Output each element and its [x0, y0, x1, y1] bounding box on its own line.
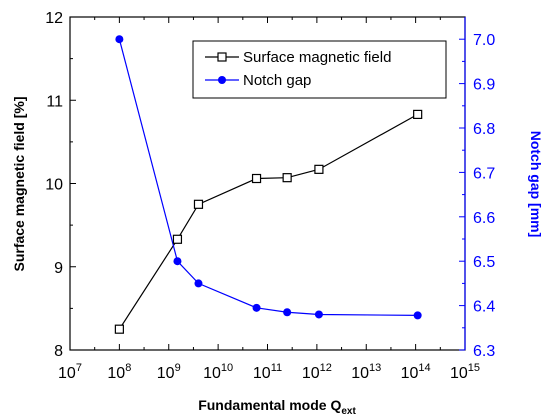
x-tick-base: 10	[157, 365, 175, 382]
notch-gap-point	[252, 303, 261, 312]
y-right-tick-labels: 6.3 6.4 6.5 6.6 6.7 6.8 6.9 7.0	[473, 32, 495, 360]
legend-box	[192, 40, 447, 99]
x-tick-label: 1013	[351, 362, 381, 382]
x-tick-base: 10	[58, 365, 76, 382]
y-left-tick-label: 12	[45, 10, 63, 27]
y-left-tick-label: 8	[54, 343, 63, 360]
notch-gap-point	[194, 279, 203, 288]
x-axis-title: Fundamental mode Qext	[198, 397, 356, 417]
y-left-tick-label: 10	[45, 177, 63, 194]
notch-gap-point	[413, 311, 422, 320]
y-axis-left-title: Surface magnetic field [%]	[11, 96, 27, 271]
y-right-tick-label: 6.6	[473, 210, 495, 227]
surface-field-point	[114, 324, 124, 334]
legend-marker-notch	[218, 76, 226, 84]
y-axis-right-title: Notch gap [mm]	[528, 131, 544, 238]
x-tick-exponent: 10	[221, 362, 233, 374]
surface-field-point	[314, 164, 324, 174]
x-tick-label: 1011	[253, 362, 282, 382]
x-tick-base: 10	[450, 365, 468, 382]
surface-field-line	[118, 113, 418, 330]
legend-label-notch: Notch gap	[243, 72, 311, 89]
legend-marker-surface	[217, 52, 227, 62]
x-tick-label: 108	[107, 362, 131, 382]
y-left-tick-label: 9	[54, 260, 63, 277]
x-axis-title-subscript: ext	[341, 406, 356, 417]
series-markers	[114, 35, 423, 334]
notch-gap-point	[173, 257, 182, 266]
notch-gap-point	[314, 310, 323, 319]
x-tick-label: 1015	[450, 362, 480, 382]
x-tick-exponent: 15	[468, 362, 480, 374]
x-tick-exponent: 13	[369, 362, 381, 374]
y-right-tick-label: 6.4	[473, 299, 495, 316]
x-tick-label: 107	[58, 362, 82, 382]
y-right-tick-label: 6.3	[473, 343, 495, 360]
surface-field-point	[413, 109, 423, 120]
surface-field-point	[282, 173, 292, 183]
x-tick-base: 10	[107, 365, 125, 382]
surface-field-point	[251, 173, 262, 184]
legend: Surface magnetic field Notch gap	[192, 40, 447, 99]
x-tick-label: 109	[157, 362, 181, 382]
x-tick-exponent: 14	[418, 362, 430, 374]
surface-field-point	[172, 234, 183, 244]
y-right-tick-label: 6.8	[473, 121, 495, 138]
surface-field-point	[193, 199, 204, 209]
x-axis-title-main: Fundamental mode Q	[198, 397, 341, 413]
y-left-tick-labels: 8 9 10 11 12	[45, 10, 63, 360]
axis-ticks	[69, 16, 466, 351]
x-tick-label: 1010	[203, 362, 233, 382]
x-tick-exponent: 8	[125, 362, 131, 374]
notch-gap-point	[115, 35, 124, 44]
x-tick-exponent: 12	[320, 362, 332, 374]
x-tick-label: 1014	[401, 362, 431, 382]
x-tick-exponent: 9	[175, 362, 181, 374]
y-right-tick-label: 6.7	[473, 165, 495, 182]
x-tick-base: 10	[203, 365, 221, 382]
x-tick-exponent: 7	[76, 362, 82, 374]
y-right-tick-label: 7.0	[473, 32, 495, 49]
legend-label-surface: Surface magnetic field	[243, 49, 391, 66]
x-tick-label: 1012	[302, 362, 332, 382]
y-left-tick-label: 11	[46, 93, 63, 110]
notch-gap-point	[283, 308, 292, 317]
x-tick-base: 10	[253, 365, 271, 382]
x-tick-labels: 107 108 109 1010 1011 1012 1013 1014 1015	[58, 362, 480, 382]
y-right-tick-label: 6.5	[473, 254, 495, 271]
x-tick-base: 10	[302, 365, 320, 382]
y-right-tick-label: 6.9	[473, 77, 495, 94]
x-tick-exponent: 11	[271, 362, 282, 374]
x-tick-base: 10	[401, 365, 419, 382]
x-tick-base: 10	[351, 365, 369, 382]
